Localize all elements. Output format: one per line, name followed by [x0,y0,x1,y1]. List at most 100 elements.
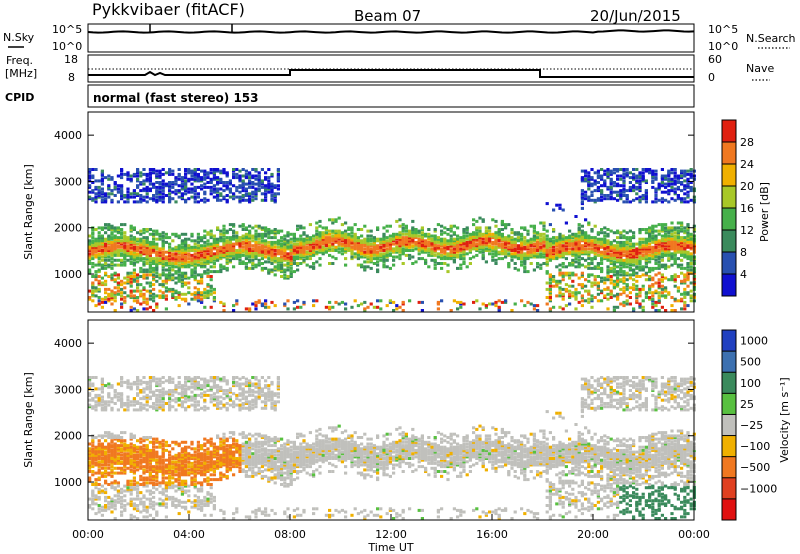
power-cell [664,265,668,269]
power-cell [436,239,440,243]
power-cell [139,171,143,175]
power-cell [667,190,671,194]
power-cell [331,244,335,248]
power-cell [299,234,303,238]
power-cell [376,253,380,257]
power-cell [641,177,645,181]
power-cell [347,228,351,231]
power-cell [683,192,687,196]
power-cell [337,236,341,240]
power-cell [484,239,488,243]
power-cell [129,284,133,288]
power-cell [91,250,95,254]
power-cell [558,268,562,272]
velocity-cell [97,497,101,501]
velocity-cell [100,450,104,454]
power-cell [596,263,600,267]
power-cell [321,252,325,256]
velocity-cell [88,377,92,381]
velocity-cell [100,473,104,477]
power-cell [372,239,376,243]
power-cell [139,239,143,243]
power-cell [235,234,239,238]
power-cell [452,224,456,228]
power-cell [568,244,572,248]
velocity-cell [91,405,95,409]
power-cell [667,174,671,178]
power-cell [254,194,258,197]
power-cell [603,253,607,257]
power-cell [177,189,181,193]
power-cell [248,232,252,236]
power-cell [302,237,306,241]
power-cell [625,294,629,298]
power-cell [667,200,671,204]
power-cell [430,252,434,256]
power-cell [340,236,344,240]
power-cell [660,253,664,257]
power-cell [552,242,556,246]
power-cell [593,239,597,243]
power-cell [136,309,140,312]
power-cell [436,255,440,259]
power-cell [107,292,111,296]
power-cell [241,223,245,227]
power-cell [139,275,143,278]
power-cell [670,296,674,299]
power-cell [110,226,114,230]
power-cell [510,242,514,246]
power-cell [689,239,693,243]
power-cell [91,299,95,303]
power-cell [136,247,140,251]
power-cell [155,250,159,254]
power-cell [168,276,172,280]
power-cell [251,244,255,248]
velocity-cell [88,455,92,459]
power-cell [142,244,146,248]
power-cell [174,192,178,196]
power-cell [440,240,444,244]
power-cell [283,239,287,243]
power-cell [686,304,690,308]
power-cell [385,250,389,254]
power-cell [356,249,360,252]
power-cell [177,279,181,283]
power-cell [372,245,376,249]
power-cell [254,257,258,261]
power-cell [683,307,687,311]
power-cell [452,244,456,248]
power-cell [132,252,136,256]
power-cell [116,289,120,293]
power-cell [622,181,626,184]
power-cell [536,253,540,257]
power-cell [350,305,354,309]
power-cell [580,234,584,238]
power-cell [667,231,671,235]
power-cell [91,262,95,265]
power-cell [392,309,396,312]
power-cell [94,185,98,189]
power-cell [654,281,658,285]
power-cell [667,278,671,282]
power-cell [664,287,668,291]
power-cell [651,231,655,235]
power-cell [190,177,194,181]
power-cell [152,266,156,270]
power-cell [612,181,616,184]
power-cell [664,174,668,178]
power-cell [132,289,136,293]
power-cell [158,176,162,180]
power-cell [145,242,149,246]
power-cell [97,237,101,241]
power-cell [510,245,514,249]
power-cell [558,253,562,257]
power-cell [331,218,335,222]
power-cell [638,305,642,309]
power-cell [462,236,466,240]
power-cell [292,245,296,249]
power-cell [164,307,168,311]
power-cell [206,292,210,296]
power-cell [654,249,658,252]
power-cell [264,232,268,236]
power-cell [673,257,677,261]
